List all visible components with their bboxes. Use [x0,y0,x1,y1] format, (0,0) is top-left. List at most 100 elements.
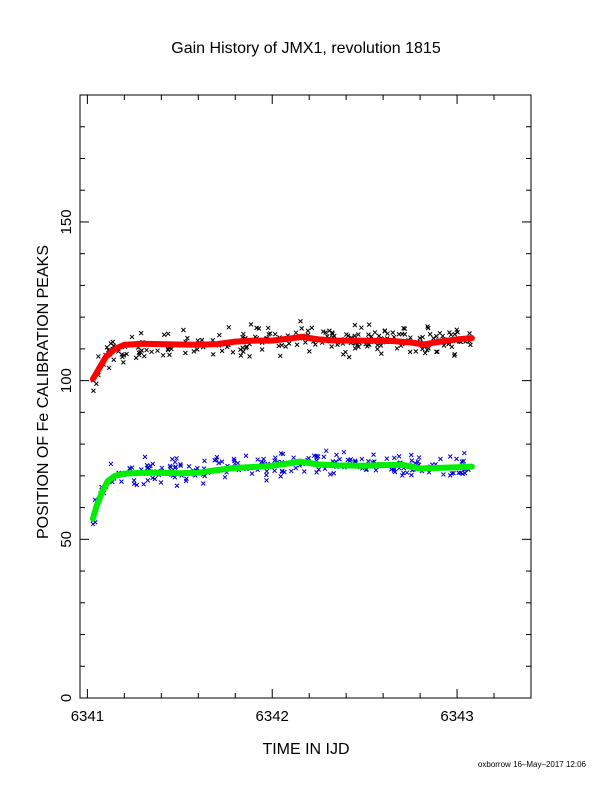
scatter-point [329,330,335,335]
scatter-point [449,471,455,476]
scatter-point [468,342,473,348]
scatter-point [155,348,160,354]
scatter-point [200,481,206,486]
scatter-point [222,474,228,480]
scatter-point [129,334,135,340]
scatter-point [144,462,150,468]
y-tick-label: 100 [58,368,75,393]
scatter-point [454,327,460,333]
scatter-point [413,349,419,354]
scatter-point [415,459,421,464]
scatter-point [384,456,390,461]
scatter-point [286,341,292,346]
scatter-point [293,465,299,471]
scatter-point [340,352,346,357]
scatter-point [161,332,167,338]
scatter-point [427,331,433,337]
scatter-point [202,458,207,464]
chart-title: Gain History of JMX1, revolution 1815 [171,40,441,57]
scatter-point [184,335,190,341]
scatter-point [394,346,400,351]
x-tick-label: 6342 [256,708,289,725]
scatter-point [264,468,270,474]
scatter-points [90,318,473,527]
scatter-point [131,481,137,487]
scatter-point [447,454,453,459]
scatter-point [420,334,425,340]
scatter-point [235,460,241,466]
scatter-point [93,381,99,387]
scatter-point [409,458,415,464]
fit-line [89,333,475,382]
scatter-point [316,467,322,472]
scatter-point [266,331,272,337]
scatter-point [375,346,380,352]
scatter-point [291,455,296,461]
x-tick-label: 6341 [71,708,104,725]
scatter-point [216,332,222,338]
scatter-point [288,468,294,474]
scatter-point [323,448,329,454]
scatter-point [259,347,265,352]
scatter-point [346,354,352,360]
scatter-point [134,482,140,488]
scatter-point [294,342,300,348]
y-axis-label: POSITION OF Fe CALIBRATION PEAKS [35,245,52,539]
scatter-point [390,330,396,335]
scatter-point [309,325,315,331]
scatter-point [355,332,361,337]
scatter-point [299,326,305,331]
scatter-point [320,329,326,334]
scatter-point [133,355,139,361]
scatter-point [420,346,425,352]
scatter-point [305,328,311,334]
scatter-point [277,353,283,359]
scatter-point [329,344,335,349]
scatter-point [149,349,154,355]
scatter-point [247,354,252,359]
scatter-point [371,452,376,457]
scatter-point [254,325,259,331]
plot-frame [79,94,532,699]
scatter-point [341,449,347,455]
footer-timestamp: oxborrow 16–May–2017 12:06 [478,760,587,769]
scatter-point [417,335,423,341]
scatter-point [399,331,405,337]
scatter-point [230,349,236,355]
scatter-point [311,453,317,459]
scatter-point [178,462,183,467]
fit-lines [89,333,475,522]
scatter-point [108,341,114,346]
scatter-point [159,465,165,471]
scatter-point [249,471,255,476]
scatter-point [399,473,405,478]
scatter-point [447,330,452,335]
scatter-point [174,483,180,489]
scatter-point [416,455,422,460]
scatter-point [352,346,358,351]
scatter-point [231,458,237,464]
scatter-point [456,470,462,476]
scatter-point [145,478,151,483]
scatter-point [293,330,299,336]
scatter-point [345,333,351,339]
scatter-point [191,348,197,354]
scatter-point [306,455,312,461]
scatter-point [279,469,285,475]
scatter-point [426,346,431,351]
scatter-point [392,455,397,461]
scatter-point [434,349,439,355]
scatter-point [373,467,379,473]
scatter-point [272,331,278,337]
scatter-point [392,469,398,475]
scatter-point [142,454,148,460]
scatter-point [321,454,327,460]
scatter-point [184,476,189,482]
scatter-point [186,464,192,469]
scatter-point [261,456,266,462]
scatter-point [91,388,96,394]
scatter-point [358,325,364,331]
y-axis: 0 50 100 150 [58,94,531,702]
scatter-point [199,337,205,343]
